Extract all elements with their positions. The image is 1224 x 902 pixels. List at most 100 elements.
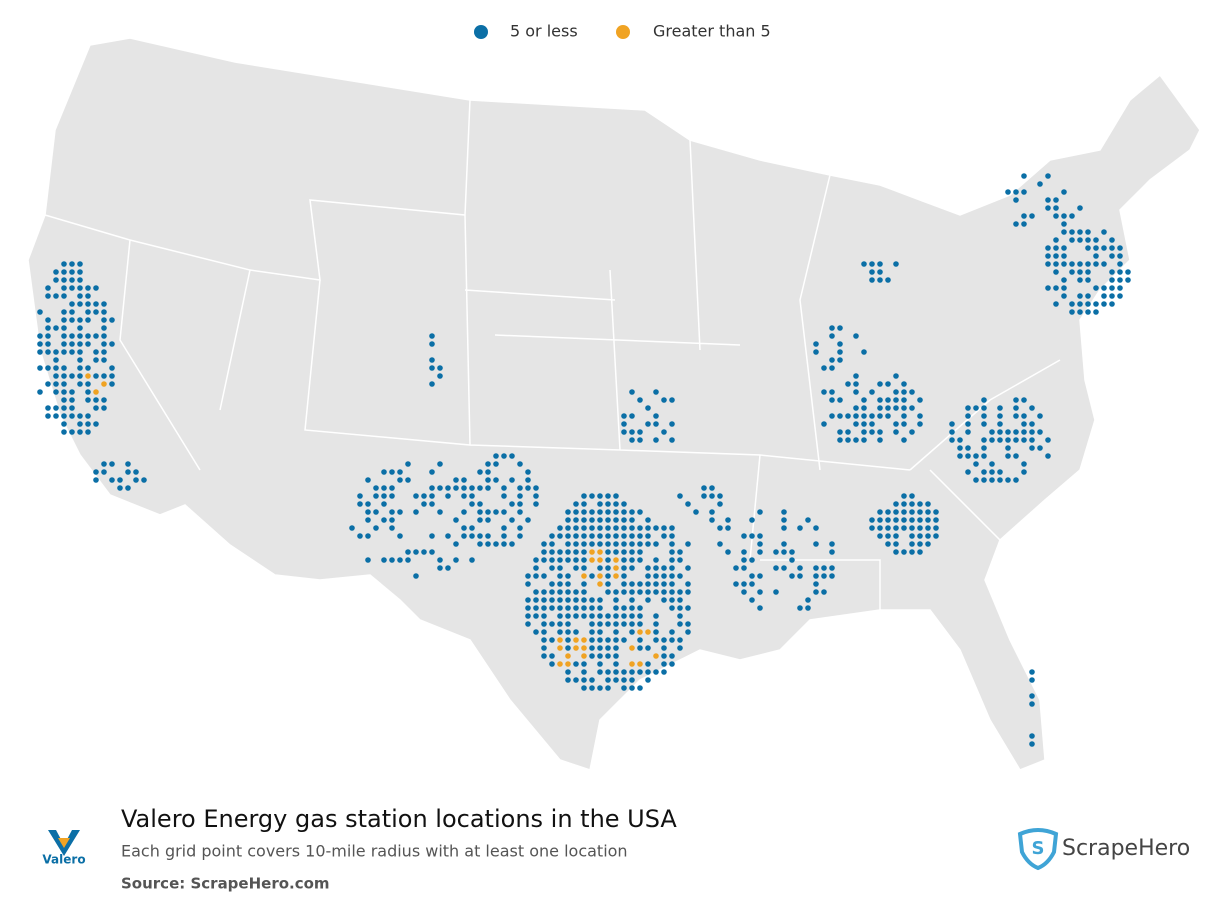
location-dot <box>581 645 587 651</box>
location-dot <box>909 549 915 555</box>
location-dot <box>629 437 635 443</box>
location-dot <box>509 517 515 523</box>
location-dot <box>653 557 659 563</box>
location-dot <box>717 493 723 499</box>
location-dot <box>861 261 867 267</box>
location-dot <box>733 581 739 587</box>
location-dot <box>397 477 403 483</box>
location-dot <box>637 525 643 531</box>
location-dot <box>629 413 635 419</box>
location-dot <box>925 541 931 547</box>
location-dot <box>581 581 587 587</box>
location-dot <box>45 285 51 291</box>
location-dot <box>549 605 555 611</box>
location-dot <box>581 661 587 667</box>
location-dot <box>429 333 435 339</box>
location-dot <box>85 309 91 315</box>
location-dot <box>533 485 539 491</box>
location-dot <box>397 509 403 515</box>
location-dot <box>661 573 667 579</box>
location-dot <box>1045 245 1051 251</box>
location-dot <box>949 421 955 427</box>
location-dot <box>429 357 435 363</box>
location-dot <box>389 485 395 491</box>
location-dot <box>629 621 635 627</box>
location-dot <box>893 373 899 379</box>
location-dot <box>453 557 459 563</box>
location-dot <box>813 581 819 587</box>
location-dot <box>525 469 531 475</box>
location-dot <box>77 373 83 379</box>
location-dot <box>725 549 731 555</box>
location-dot <box>885 517 891 523</box>
location-dot <box>1117 245 1123 251</box>
location-dot <box>629 629 635 635</box>
location-dot <box>605 581 611 587</box>
location-dot <box>549 637 555 643</box>
location-dot <box>565 621 571 627</box>
location-dot <box>365 509 371 515</box>
location-dot <box>405 557 411 563</box>
location-dot <box>661 637 667 643</box>
location-dot <box>581 517 587 523</box>
location-dot <box>45 341 51 347</box>
location-dot <box>829 413 835 419</box>
location-dot <box>381 557 387 563</box>
location-dot <box>645 677 651 683</box>
location-dot <box>77 261 83 267</box>
location-dot <box>437 373 443 379</box>
location-dot <box>573 533 579 539</box>
location-dot <box>901 405 907 411</box>
location-dot <box>85 293 91 299</box>
location-dot <box>997 469 1003 475</box>
location-dot <box>533 493 539 499</box>
location-dot <box>133 469 139 475</box>
location-dot <box>373 525 379 531</box>
location-dot <box>1021 429 1027 435</box>
location-dot <box>869 277 875 283</box>
location-dot <box>597 669 603 675</box>
location-dot <box>621 669 627 675</box>
location-dot <box>917 517 923 523</box>
location-dot <box>597 637 603 643</box>
location-dot <box>1029 445 1035 451</box>
location-dot <box>557 629 563 635</box>
location-dot <box>93 309 99 315</box>
location-dot <box>61 261 67 267</box>
location-dot <box>621 533 627 539</box>
location-dot <box>1029 405 1035 411</box>
location-dot <box>477 509 483 515</box>
location-dot <box>925 501 931 507</box>
location-dot <box>501 541 507 547</box>
location-dot <box>821 365 827 371</box>
location-dot <box>461 493 467 499</box>
location-dot <box>565 597 571 603</box>
location-dot <box>1045 261 1051 267</box>
location-dot <box>109 365 115 371</box>
location-dot <box>933 517 939 523</box>
location-dot <box>1085 229 1091 235</box>
location-dot <box>741 565 747 571</box>
location-dot <box>997 429 1003 435</box>
location-dot <box>909 533 915 539</box>
location-dot <box>573 565 579 571</box>
location-dot <box>581 685 587 691</box>
location-dot <box>685 605 691 611</box>
location-dot <box>917 501 923 507</box>
location-dot <box>637 629 643 635</box>
location-dot <box>549 581 555 587</box>
location-dot <box>1061 229 1067 235</box>
location-dot <box>1109 245 1115 251</box>
location-dot <box>69 413 75 419</box>
location-dot <box>1117 293 1123 299</box>
location-dot <box>613 493 619 499</box>
location-dot <box>557 589 563 595</box>
location-dot <box>509 501 515 507</box>
location-dot <box>645 669 651 675</box>
location-dot <box>853 413 859 419</box>
location-dot <box>901 509 907 515</box>
location-dot <box>589 629 595 635</box>
location-dot <box>709 517 715 523</box>
location-dot <box>93 301 99 307</box>
location-dot <box>605 565 611 571</box>
